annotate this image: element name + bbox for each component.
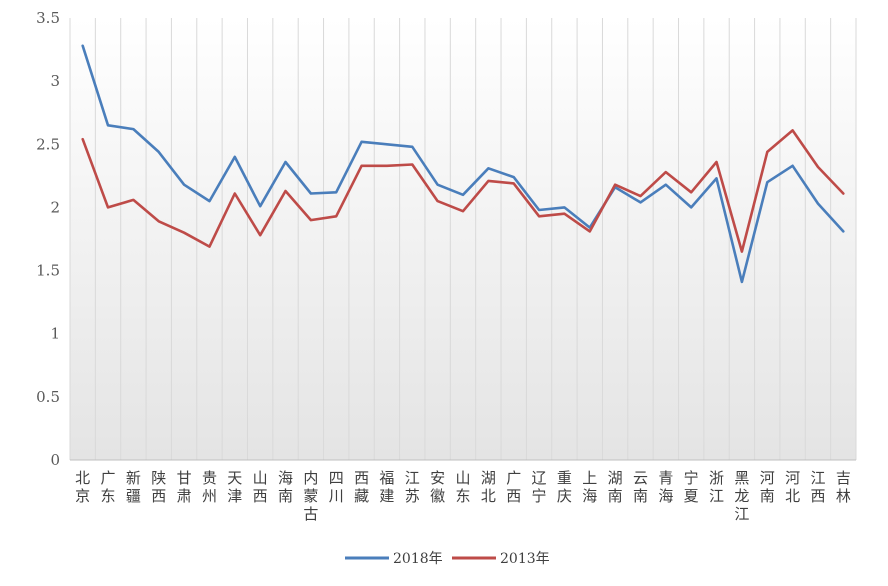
y-tick-label: 3	[50, 72, 60, 90]
x-category-label: 云南	[633, 469, 648, 505]
x-category-label: 浙江	[709, 469, 724, 505]
x-category-label: 西藏	[354, 469, 369, 505]
y-tick-label: 1.5	[36, 262, 60, 280]
y-axis: 0 0.5 1 1.5 2 2.5 3 3.5	[36, 9, 60, 469]
y-tick-label: 0.5	[36, 388, 60, 406]
x-category-label: 河南	[760, 469, 775, 505]
series-lines	[81, 44, 845, 284]
x-category-label: 江苏	[405, 469, 420, 505]
series-line-1	[81, 129, 845, 253]
y-tick-label: 3.5	[36, 9, 60, 27]
x-category-label: 重庆	[557, 469, 572, 505]
x-category-label: 天津	[227, 469, 242, 505]
x-category-label: 山东	[455, 469, 470, 505]
x-category-label: 宁夏	[684, 469, 699, 505]
x-category-label: 吉林	[836, 469, 851, 505]
x-category-label: 福建	[379, 469, 394, 505]
x-category-label: 上海	[582, 469, 597, 505]
x-category-label: 江西	[810, 469, 825, 505]
x-category-label: 海南	[278, 469, 293, 505]
x-category-label: 安徽	[430, 469, 445, 505]
x-category-label: 四川	[329, 469, 344, 505]
x-category-label: 青海	[658, 469, 673, 505]
x-category-label: 贵州	[202, 469, 217, 505]
legend: 2018年 2013年	[345, 551, 550, 567]
x-category-label: 内蒙古	[303, 469, 318, 523]
y-tick-label: 2	[50, 198, 60, 216]
gridlines	[69, 18, 857, 460]
legend-label: 2013年	[500, 551, 550, 567]
x-category-label: 辽宁	[532, 469, 547, 505]
x-category-label: 新疆	[126, 469, 141, 505]
x-category-label: 黑龙江	[734, 469, 749, 523]
x-category-label: 山西	[253, 469, 268, 505]
plot-area	[70, 18, 856, 460]
y-tick-label: 1	[50, 325, 60, 343]
x-category-label: 湖北	[481, 469, 496, 505]
x-category-label: 北京	[75, 469, 90, 505]
legend-label: 2018年	[393, 551, 443, 567]
y-tick-label: 0	[50, 451, 60, 469]
x-category-label: 广西	[506, 469, 521, 505]
y-tick-label: 2.5	[36, 135, 60, 153]
x-category-label: 陕西	[151, 469, 166, 505]
x-category-label: 河北	[785, 469, 800, 505]
x-category-label: 甘肃	[177, 469, 192, 505]
x-axis: 北京广东新疆陕西甘肃贵州天津山西海南内蒙古四川西藏福建江苏安徽山东湖北广西辽宁重…	[75, 469, 851, 523]
x-category-label: 湖南	[608, 469, 623, 505]
series-line-0	[81, 44, 845, 284]
x-category-label: 广东	[101, 469, 116, 505]
